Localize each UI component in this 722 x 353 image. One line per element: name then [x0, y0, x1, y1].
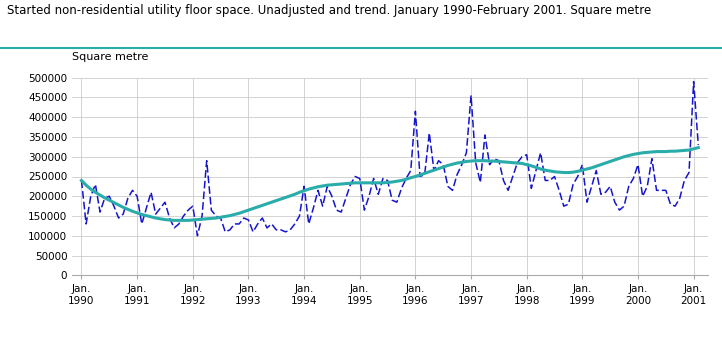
Text: Started non-residential utility floor space. Unadjusted and trend. January 1990-: Started non-residential utility floor sp… [7, 4, 651, 17]
Text: Square metre: Square metre [72, 52, 149, 62]
